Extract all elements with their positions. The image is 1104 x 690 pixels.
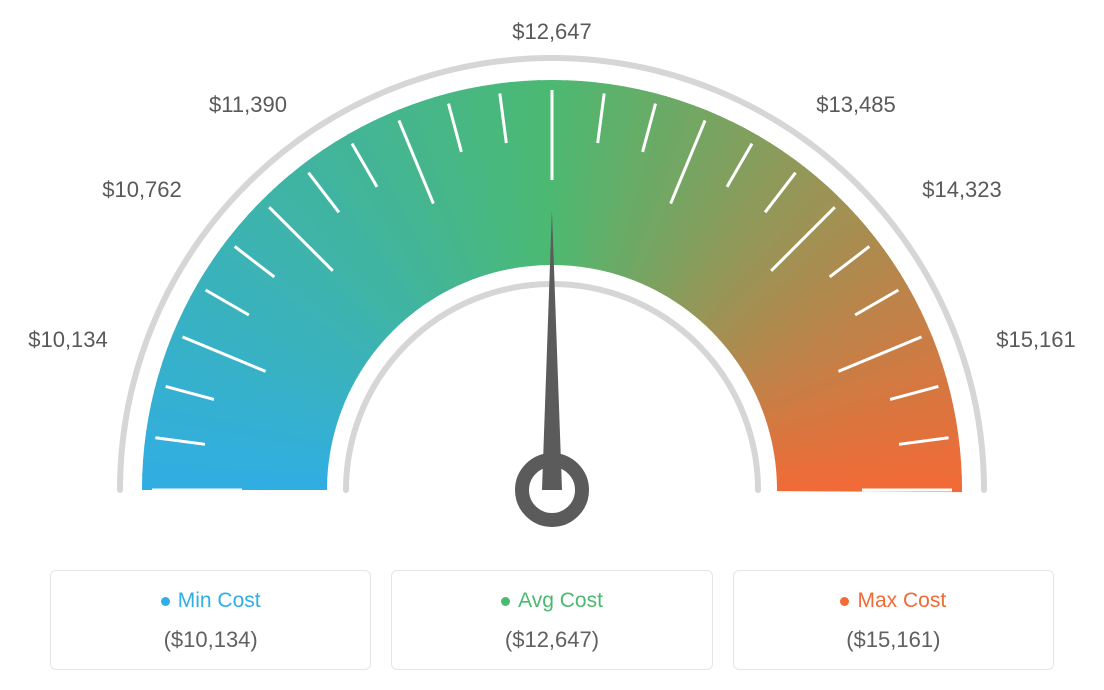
legend-dot-avg [501, 597, 510, 606]
gauge-tick-label: $13,485 [816, 92, 896, 118]
legend-label-max: Max Cost [857, 589, 946, 613]
legend-card-avg: Avg Cost ($12,647) [391, 570, 712, 670]
gauge-tick-label: $15,161 [996, 327, 1076, 353]
legend-label-avg: Avg Cost [518, 589, 603, 613]
gauge-tick-label: $12,647 [512, 19, 592, 45]
gauge-area: $10,134 $10,762 $11,390 $12,647 $13,485 $14,3… [0, 0, 1104, 540]
legend-label-min: Min Cost [178, 589, 261, 613]
legend-value-avg: ($12,647) [505, 627, 599, 653]
gauge-chart-container: $10,134 $10,762 $11,390 $12,647 $13,485 $14,3… [0, 0, 1104, 690]
gauge-tick-label: $14,323 [922, 177, 1002, 203]
legend-row: Min Cost ($10,134) Avg Cost ($12,647) Ma… [50, 570, 1054, 670]
legend-dot-min [161, 597, 170, 606]
legend-title-avg: Avg Cost [501, 589, 603, 613]
gauge-tick-label: $11,390 [209, 92, 287, 118]
gauge-svg [0, 0, 1104, 540]
legend-card-max: Max Cost ($15,161) [733, 570, 1054, 670]
gauge-tick-label: $10,762 [102, 177, 182, 203]
legend-card-min: Min Cost ($10,134) [50, 570, 371, 670]
legend-title-max: Max Cost [840, 589, 946, 613]
legend-value-min: ($10,134) [164, 627, 258, 653]
legend-value-max: ($15,161) [846, 627, 940, 653]
legend-title-min: Min Cost [161, 589, 261, 613]
legend-dot-max [840, 597, 849, 606]
gauge-tick-label: $10,134 [28, 327, 108, 353]
